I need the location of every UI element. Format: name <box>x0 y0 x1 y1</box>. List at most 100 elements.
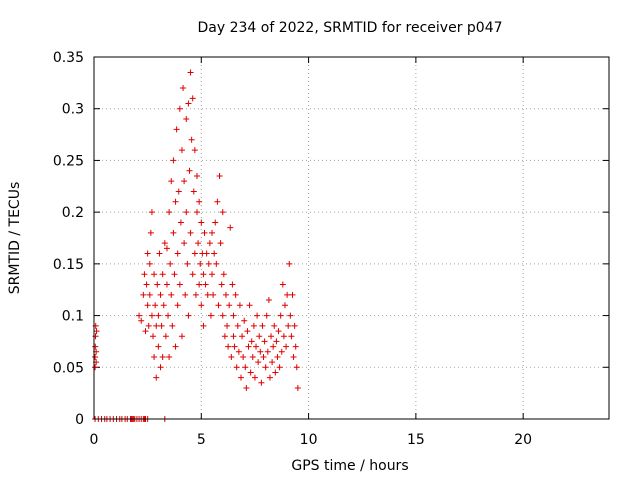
data-point <box>185 100 192 107</box>
data-point <box>222 291 229 298</box>
data-point <box>169 322 176 329</box>
data-point <box>177 219 184 226</box>
data-point <box>294 384 301 391</box>
data-point <box>175 188 182 195</box>
y-tick-label: 0.35 <box>53 50 84 66</box>
data-point <box>159 271 166 278</box>
data-point <box>203 250 210 257</box>
data-point <box>93 328 100 335</box>
data-point <box>92 364 99 371</box>
data-point <box>277 312 284 319</box>
data-point <box>200 322 207 329</box>
data-point <box>183 116 190 123</box>
data-point <box>247 369 254 376</box>
data-point <box>167 260 174 267</box>
data-point <box>259 322 266 329</box>
x-axis-label: GPS time / hours <box>291 458 408 474</box>
data-point <box>191 147 198 154</box>
data-point <box>147 229 154 236</box>
data-point <box>138 317 145 324</box>
data-point <box>214 198 221 205</box>
data-point <box>244 328 251 335</box>
data-point <box>155 312 162 319</box>
data-point <box>207 312 214 319</box>
data-point <box>183 209 190 216</box>
data-point <box>163 281 170 288</box>
data-point <box>284 291 291 298</box>
data-point <box>265 297 272 304</box>
data-point <box>191 250 198 257</box>
data-point <box>166 353 173 360</box>
data-point <box>285 322 292 329</box>
data-point <box>256 333 263 340</box>
data-point <box>144 302 151 309</box>
data-point <box>266 374 273 381</box>
data-point <box>189 271 196 278</box>
grid-lines <box>94 57 609 419</box>
data-point <box>293 364 300 371</box>
data-point <box>240 353 247 360</box>
data-point <box>182 291 189 298</box>
y-tick-label: 0.2 <box>62 205 84 221</box>
data-point <box>144 250 151 257</box>
data-point <box>196 198 203 205</box>
x-tick-label: 15 <box>407 432 425 448</box>
data-point <box>249 353 256 360</box>
data-point <box>145 322 152 329</box>
data-point <box>153 322 160 329</box>
data-point <box>152 302 159 309</box>
data-point <box>200 271 207 278</box>
data-point <box>292 343 299 350</box>
data-point <box>185 312 192 319</box>
y-tick-label: 0.1 <box>62 309 84 325</box>
data-point <box>246 302 253 309</box>
data-point <box>205 260 212 267</box>
data-point <box>263 312 270 319</box>
data-point <box>253 343 260 350</box>
data-point <box>280 333 287 340</box>
data-point <box>219 209 226 216</box>
data-point <box>221 333 228 340</box>
data-point <box>209 229 216 236</box>
data-point <box>151 271 158 278</box>
data-point <box>140 291 147 298</box>
data-point <box>278 348 285 355</box>
y-tick-label: 0.05 <box>53 360 84 376</box>
data-point <box>190 188 197 195</box>
data-point <box>141 271 148 278</box>
data-point <box>136 312 143 319</box>
data-point <box>92 353 99 360</box>
data-point <box>227 224 234 231</box>
data-point <box>234 322 241 329</box>
data-point <box>146 291 153 298</box>
data-point <box>166 209 173 216</box>
data-point <box>148 312 155 319</box>
data-point <box>274 353 281 360</box>
data-point <box>283 343 290 350</box>
data-point <box>275 328 282 335</box>
data-point <box>170 229 177 236</box>
data-point <box>291 322 298 329</box>
data-point <box>268 333 275 340</box>
data-point <box>279 281 286 288</box>
data-point <box>258 379 265 386</box>
data-point <box>142 328 149 335</box>
x-tick-label: 0 <box>90 432 99 448</box>
data-point <box>157 291 164 298</box>
data-point <box>187 69 194 76</box>
data-point <box>168 178 175 185</box>
data-point <box>181 240 188 247</box>
data-point <box>272 369 279 376</box>
data-point <box>255 359 262 366</box>
data-point <box>143 281 150 288</box>
data-point <box>218 281 225 288</box>
x-tick-label: 20 <box>514 432 532 448</box>
data-point <box>226 302 233 309</box>
data-point <box>206 240 213 247</box>
data-point <box>217 240 224 247</box>
data-point <box>172 343 179 350</box>
data-point <box>236 302 243 309</box>
data-point <box>155 343 162 350</box>
data-point <box>148 209 155 216</box>
data-point <box>92 333 99 340</box>
